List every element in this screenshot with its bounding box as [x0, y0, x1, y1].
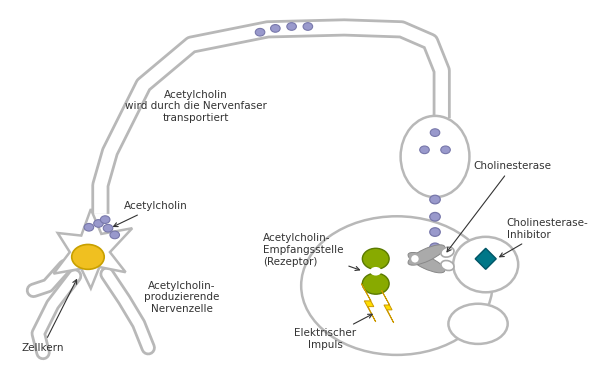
Ellipse shape — [271, 25, 280, 32]
Ellipse shape — [84, 224, 94, 231]
Ellipse shape — [303, 23, 313, 30]
Ellipse shape — [301, 216, 493, 355]
Ellipse shape — [430, 129, 440, 136]
Polygon shape — [53, 209, 132, 288]
Text: Zellkern: Zellkern — [21, 280, 77, 352]
Ellipse shape — [401, 116, 469, 197]
Ellipse shape — [420, 146, 429, 153]
Text: Acetylcholin: Acetylcholin — [113, 201, 188, 227]
Ellipse shape — [255, 28, 265, 36]
Ellipse shape — [287, 23, 296, 30]
Text: Acetylcholin
wird durch die Nervenfaser
transportiert: Acetylcholin wird durch die Nervenfaser … — [125, 89, 267, 123]
Ellipse shape — [408, 245, 445, 265]
Ellipse shape — [448, 304, 508, 344]
Text: Cholinesterase-
Inhibitor: Cholinesterase- Inhibitor — [500, 218, 589, 257]
Ellipse shape — [362, 273, 389, 294]
Text: Acetylcholin-
Empfangsstelle
(Rezeptor): Acetylcholin- Empfangsstelle (Rezeptor) — [263, 233, 359, 271]
Ellipse shape — [362, 248, 389, 269]
Text: Cholinesterase: Cholinesterase — [447, 161, 551, 252]
Text: Acetylcholin-
produzierende
Nervenzelle: Acetylcholin- produzierende Nervenzelle — [144, 281, 220, 314]
Ellipse shape — [430, 243, 440, 252]
Ellipse shape — [453, 237, 518, 292]
Polygon shape — [382, 290, 394, 323]
Polygon shape — [475, 248, 496, 269]
Ellipse shape — [441, 260, 454, 271]
Ellipse shape — [410, 254, 420, 264]
Ellipse shape — [430, 228, 440, 236]
Ellipse shape — [430, 195, 440, 204]
Ellipse shape — [110, 231, 119, 239]
Ellipse shape — [441, 247, 454, 257]
Ellipse shape — [94, 219, 103, 227]
Ellipse shape — [370, 267, 382, 276]
Ellipse shape — [430, 213, 440, 221]
Polygon shape — [361, 283, 376, 322]
Ellipse shape — [408, 252, 445, 273]
Text: Elektrischer
Impuls: Elektrischer Impuls — [294, 314, 372, 350]
Ellipse shape — [100, 216, 110, 224]
Ellipse shape — [441, 146, 451, 153]
Ellipse shape — [72, 244, 104, 269]
Ellipse shape — [103, 224, 113, 232]
